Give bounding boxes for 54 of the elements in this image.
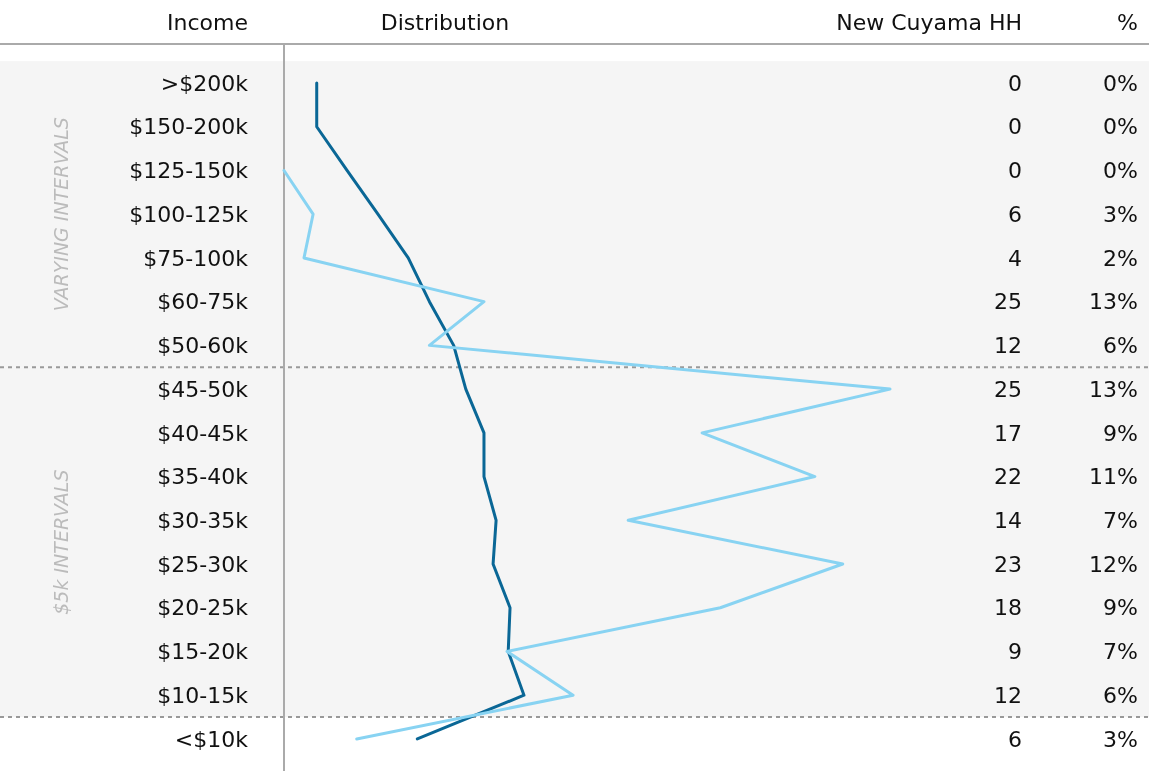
data-label: 12% <box>1089 551 1138 577</box>
data-label: 25 <box>994 289 1022 315</box>
y-tick-label: $35-40k <box>157 464 249 490</box>
x-axis-title: Distribution <box>380 10 510 35</box>
data-label: 6% <box>1103 333 1138 359</box>
data-label: 4 <box>1008 245 1022 271</box>
data-label: 6 <box>1008 201 1022 227</box>
y-tick-label: $10-15k <box>157 682 249 708</box>
y-tick-label: $15-20k <box>157 639 249 665</box>
y-tick-label: $150-200k <box>129 114 249 140</box>
data-label: 12 <box>994 333 1022 359</box>
data-label: 2% <box>1103 245 1138 271</box>
y-tick-label: $20-25k <box>157 595 249 621</box>
data-label: 11% <box>1089 464 1138 490</box>
data-label: 9% <box>1103 420 1138 446</box>
band-label: $5k INTERVALS <box>50 469 72 615</box>
data-label: 0 <box>1008 158 1022 184</box>
data-label: 14 <box>994 508 1022 533</box>
data-label: 7% <box>1103 508 1138 533</box>
data-label: 13% <box>1089 376 1138 402</box>
data-label: 0% <box>1103 114 1138 140</box>
y-tick-label: $30-35k <box>157 508 249 533</box>
data-label: 9 <box>1008 639 1022 665</box>
data-label: 0% <box>1103 70 1138 96</box>
text: % <box>1117 10 1138 35</box>
data-label: 23 <box>994 551 1022 577</box>
y-tick-label: $40-45k <box>157 420 249 446</box>
y-tick-label: >$200k <box>160 70 249 96</box>
y-tick-label: $60-75k <box>157 289 249 315</box>
y-tick-label: $50-60k <box>157 333 249 359</box>
data-label: 3% <box>1103 201 1138 227</box>
data-label: 13% <box>1089 289 1138 315</box>
data-label: 22 <box>994 464 1022 490</box>
data-label: 9% <box>1103 595 1138 621</box>
data-label: 6% <box>1103 682 1138 708</box>
y-tick-label: $75-100k <box>143 245 249 271</box>
data-label: 3% <box>1103 726 1138 752</box>
y-tick-label: $45-50k <box>157 376 249 402</box>
data-label: 0 <box>1008 114 1022 140</box>
text: New Cuyama HH <box>836 10 1022 35</box>
data-label: 17 <box>994 420 1022 446</box>
data-label: 0% <box>1103 158 1138 184</box>
y-axis-title: Income <box>167 10 248 35</box>
data-label: 18 <box>994 595 1022 621</box>
data-label: 6 <box>1008 726 1022 752</box>
data-label: 25 <box>994 376 1022 402</box>
data-label: 12 <box>994 682 1022 708</box>
y-tick-label: $100-125k <box>129 201 249 227</box>
data-label: 7% <box>1103 639 1138 665</box>
y-tick-label: <$10k <box>174 726 249 752</box>
data-label: 0 <box>1008 70 1022 96</box>
band-label: VARYING INTERVALS <box>50 117 72 312</box>
y-tick-label: $25-30k <box>157 551 249 577</box>
y-tick-label: $125-150k <box>129 158 249 184</box>
